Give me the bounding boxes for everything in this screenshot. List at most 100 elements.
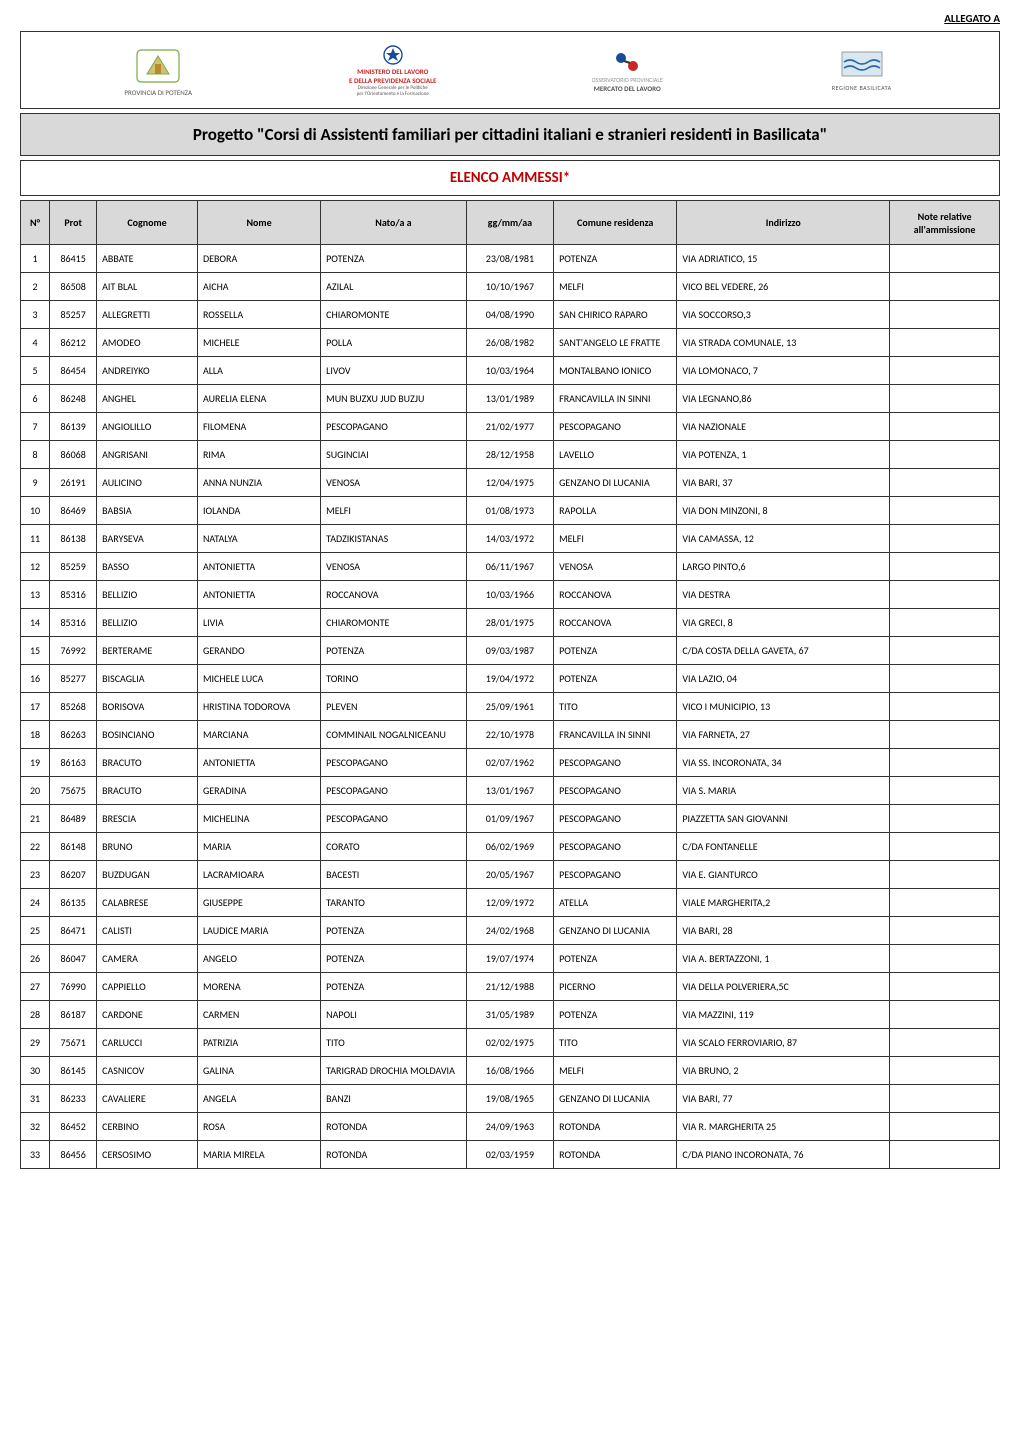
cell-r21-c1: 86148 [50,833,97,861]
cell-r26-c6: PICERNO [554,973,677,1001]
table-row: 886068ANGRISANIRIMASUGINCIAI28/12/1958LA… [21,441,1000,469]
cell-r5-c7: VIA LEGNANO,86 [677,385,890,413]
cell-r1-c3: AICHA [197,273,320,301]
table-row: 1785268BORISOVAHRISTINA TODOROVAPLEVEN25… [21,693,1000,721]
logos-row: PROVINCIA DI POTENZA MINISTERO DEL LAVOR… [20,31,1000,109]
cell-r0-c3: DEBORA [197,245,320,273]
cell-r32-c7: C/DA PIANO INCORONATA, 76 [677,1141,890,1169]
cell-r31-c0: 32 [21,1113,50,1141]
allegato-label: ALLEGATO A [20,12,1000,25]
cell-r23-c2: CALABRESE [97,889,198,917]
cell-r18-c5: 02/07/1962 [466,749,553,777]
cell-r15-c6: POTENZA [554,665,677,693]
cell-r22-c5: 20/05/1967 [466,861,553,889]
table-head: N°ProtCognomeNomeNato/a agg/mm/aaComune … [21,201,1000,245]
cell-r11-c2: BASSO [97,553,198,581]
cell-r11-c7: LARGO PINTO,6 [677,553,890,581]
cell-r31-c1: 86452 [50,1113,97,1141]
cell-r28-c8 [890,1029,1000,1057]
cell-r28-c1: 75671 [50,1029,97,1057]
table-row: 2286148BRUNOMARIACORATO06/02/1969PESCOPA… [21,833,1000,861]
cell-r9-c2: BABSIA [97,497,198,525]
cell-r30-c4: BANZI [321,1085,467,1113]
cell-r2-c3: ROSSELLA [197,301,320,329]
table-row: 1186138BARYSEVANATALYATADZIKISTANAS14/03… [21,525,1000,553]
cell-r11-c8 [890,553,1000,581]
cell-r6-c7: VIA NAZIONALE [677,413,890,441]
cell-r19-c0: 20 [21,777,50,805]
cell-r29-c1: 86145 [50,1057,97,1085]
cell-r29-c5: 16/08/1966 [466,1057,553,1085]
col-header-7: Indirizzo [677,201,890,245]
col-header-5: gg/mm/aa [466,201,553,245]
cell-r23-c5: 12/09/1972 [466,889,553,917]
cell-r27-c2: CARDONE [97,1001,198,1029]
cell-r24-c7: VIA BARI, 28 [677,917,890,945]
cell-r12-c2: BELLIZIO [97,581,198,609]
cell-r25-c5: 19/07/1974 [466,945,553,973]
cell-r10-c4: TADZIKISTANAS [321,525,467,553]
cell-r4-c1: 86454 [50,357,97,385]
cell-r21-c6: PESCOPAGANO [554,833,677,861]
title-banner: Progetto "Corsi di Assistenti familiari … [20,113,1000,156]
cell-r9-c3: IOLANDA [197,497,320,525]
cell-r26-c1: 76990 [50,973,97,1001]
cell-r17-c5: 22/10/1978 [466,721,553,749]
cell-r14-c6: POTENZA [554,637,677,665]
cell-r20-c0: 21 [21,805,50,833]
cell-r26-c0: 27 [21,973,50,1001]
cell-r1-c7: VICO BEL VEDERE, 26 [677,273,890,301]
cell-r21-c4: CORATO [321,833,467,861]
cell-r16-c7: VICO I MUNICIPIO, 13 [677,693,890,721]
cell-r29-c3: GALINA [197,1057,320,1085]
cell-r9-c1: 86469 [50,497,97,525]
table-row: 2586471CALISTILAUDICE MARIAPOTENZA24/02/… [21,917,1000,945]
cell-r3-c1: 86212 [50,329,97,357]
cell-r5-c3: AURELIA ELENA [197,385,320,413]
cell-r11-c3: ANTONIETTA [197,553,320,581]
table-row: 486212AMODEOMICHELEPOLLA26/08/1982SANT'A… [21,329,1000,357]
col-header-4: Nato/a a [321,201,467,245]
cell-r30-c7: VIA BARI, 77 [677,1085,890,1113]
col-header-1: Prot [50,201,97,245]
cell-r24-c3: LAUDICE MARIA [197,917,320,945]
cell-r18-c3: ANTONIETTA [197,749,320,777]
cell-r7-c2: ANGRISANI [97,441,198,469]
cell-r0-c8 [890,245,1000,273]
cell-r25-c1: 86047 [50,945,97,973]
cell-r20-c4: PESCOPAGANO [321,805,467,833]
cell-r15-c1: 85277 [50,665,97,693]
cell-r28-c5: 02/02/1975 [466,1029,553,1057]
cell-r7-c5: 28/12/1958 [466,441,553,469]
cell-r12-c6: ROCCANOVA [554,581,677,609]
cell-r5-c1: 86248 [50,385,97,413]
cell-r22-c0: 23 [21,861,50,889]
cell-r18-c4: PESCOPAGANO [321,749,467,777]
table-row: 686248ANGHELAURELIA ELENAMUN BUZXU JUD B… [21,385,1000,413]
provincia-caption: PROVINCIA DI POTENZA [124,88,192,97]
cell-r12-c0: 13 [21,581,50,609]
cell-r24-c4: POTENZA [321,917,467,945]
table-row: 1086469BABSIAIOLANDAMELFI01/08/1973RAPOL… [21,497,1000,525]
cell-r25-c4: POTENZA [321,945,467,973]
cell-r31-c5: 24/09/1963 [466,1113,553,1141]
cell-r16-c4: PLEVEN [321,693,467,721]
cell-r26-c8 [890,973,1000,1001]
cell-r32-c6: ROTONDA [554,1141,677,1169]
cell-r25-c6: POTENZA [554,945,677,973]
cell-r4-c0: 5 [21,357,50,385]
cell-r3-c8 [890,329,1000,357]
cell-r1-c2: AIT BLAL [97,273,198,301]
cell-r12-c3: ANTONIETTA [197,581,320,609]
provincia-logo: PROVINCIA DI POTENZA [41,44,276,97]
cell-r11-c6: VENOSA [554,553,677,581]
mercato-line1: OSSERVATORIO PROVINCIALE [592,76,663,84]
cell-r15-c8 [890,665,1000,693]
cell-r0-c6: POTENZA [554,245,677,273]
cell-r4-c8 [890,357,1000,385]
cell-r27-c1: 86187 [50,1001,97,1029]
cell-r6-c5: 21/02/1977 [466,413,553,441]
cell-r30-c3: ANGELA [197,1085,320,1113]
cell-r21-c0: 22 [21,833,50,861]
cell-r31-c7: VIA R. MARGHERITA 25 [677,1113,890,1141]
